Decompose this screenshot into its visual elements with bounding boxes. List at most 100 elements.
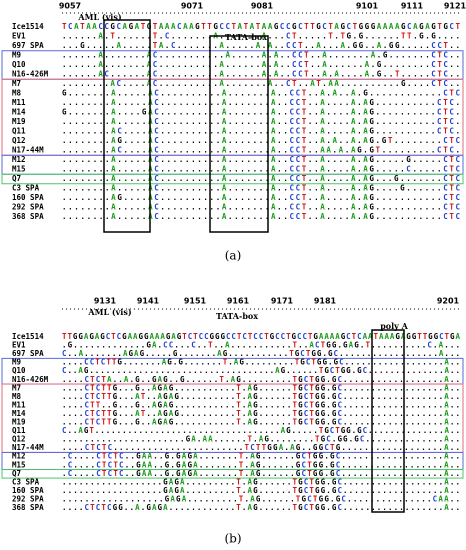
base-run: .................. bbox=[343, 477, 443, 486]
row-name: M19 bbox=[12, 418, 26, 427]
base-run: C bbox=[107, 503, 112, 512]
base-run: T bbox=[102, 443, 107, 452]
base-run: .. bbox=[68, 349, 78, 358]
base-run: ....... bbox=[199, 460, 238, 469]
base-run: CC bbox=[289, 108, 300, 117]
base-run: A bbox=[111, 146, 116, 155]
base-run: A bbox=[351, 136, 356, 145]
base-run: C bbox=[153, 70, 158, 79]
base-run: T bbox=[395, 70, 400, 79]
base-run: A bbox=[320, 193, 325, 202]
base-run: A bbox=[351, 184, 356, 193]
base-run: A bbox=[170, 494, 175, 503]
base-run: G bbox=[298, 383, 303, 392]
base-run: A bbox=[247, 383, 252, 392]
base-run: G bbox=[158, 383, 163, 392]
base-run: A bbox=[271, 203, 276, 212]
base-run: T bbox=[449, 174, 454, 183]
base-run: C bbox=[153, 51, 158, 60]
base-run: G...G.. bbox=[113, 383, 151, 392]
base-run: A bbox=[281, 426, 286, 435]
base-run: . bbox=[357, 203, 362, 212]
base-run: G bbox=[174, 486, 179, 495]
base-run: .. bbox=[450, 469, 460, 478]
base-run: C bbox=[443, 184, 448, 193]
base-run: AAA bbox=[159, 22, 176, 31]
base-run: ........ bbox=[394, 136, 442, 145]
base-run: G......... bbox=[239, 358, 293, 367]
base-run: .. bbox=[310, 51, 321, 60]
base-run: A bbox=[222, 165, 227, 174]
base-run: G bbox=[443, 22, 448, 31]
row-name: N16-426M bbox=[12, 375, 49, 384]
base-run: A bbox=[271, 184, 276, 193]
base-run: A bbox=[351, 212, 356, 221]
base-run: ....... bbox=[228, 193, 269, 202]
base-run: .... bbox=[62, 392, 83, 401]
base-run: . bbox=[455, 98, 460, 107]
base-run: T bbox=[437, 22, 442, 31]
base-run: C bbox=[96, 503, 101, 512]
base-run: TT bbox=[101, 409, 112, 418]
base-run: T bbox=[445, 332, 450, 341]
base-run: C bbox=[119, 469, 124, 478]
base-run: T bbox=[80, 22, 85, 31]
sequence: G....... A ....G A C.......... A....... A.. CC T… bbox=[62, 108, 460, 117]
base-run: C bbox=[307, 494, 312, 503]
base-run: C bbox=[336, 469, 341, 478]
base-run: . bbox=[244, 494, 249, 503]
sequence: ....CTCTTG...AT..AGAG..........T.AG.....… bbox=[62, 409, 460, 418]
base-run: . bbox=[244, 452, 249, 461]
base-run: A bbox=[79, 349, 84, 358]
base-run: ..... bbox=[412, 165, 441, 174]
base-run: C bbox=[101, 358, 106, 367]
base-run: A bbox=[111, 98, 116, 107]
position-label: 9201 bbox=[437, 297, 460, 306]
base-run: G bbox=[163, 392, 168, 401]
row-name: 697 SPA bbox=[12, 349, 44, 358]
position-label: 9131 bbox=[94, 297, 117, 306]
base-run: A bbox=[444, 358, 449, 367]
base-run: A bbox=[351, 203, 356, 212]
base-run: ....... bbox=[199, 469, 238, 478]
base-run: A bbox=[111, 136, 116, 145]
base-run: A bbox=[78, 426, 83, 435]
base-run: C bbox=[242, 332, 247, 341]
base-run: G. bbox=[354, 341, 364, 350]
base-run: G......... bbox=[236, 375, 291, 384]
base-run: . bbox=[326, 89, 331, 98]
base-run: A bbox=[363, 136, 368, 145]
base-run: A bbox=[444, 477, 449, 486]
motif-box bbox=[103, 19, 151, 233]
base-run: C bbox=[437, 117, 442, 126]
group-box bbox=[1, 469, 464, 479]
base-run: A bbox=[111, 89, 116, 98]
base-run: ......... bbox=[186, 477, 235, 486]
base-run: ...... bbox=[62, 32, 97, 41]
base-run: G...G....... bbox=[369, 174, 441, 183]
base-run: ...... bbox=[62, 70, 97, 79]
base-run: .. bbox=[450, 400, 460, 409]
base-run: A bbox=[180, 486, 185, 495]
base-run: . bbox=[455, 108, 460, 117]
row-name: Ice1514 bbox=[12, 332, 44, 341]
base-run: ......... bbox=[186, 486, 235, 495]
base-run: G...... bbox=[253, 503, 291, 512]
base-run: ....... bbox=[104, 51, 145, 60]
base-run: A bbox=[351, 155, 356, 164]
base-run: A bbox=[222, 98, 227, 107]
base-run: . bbox=[242, 418, 247, 427]
base-run: T bbox=[321, 341, 326, 350]
base-run: T bbox=[141, 392, 146, 401]
base-run: ..... bbox=[117, 174, 146, 183]
base-run: T bbox=[239, 469, 244, 478]
base-run: T bbox=[340, 32, 345, 41]
base-run: CC bbox=[253, 332, 263, 341]
base-run: C bbox=[286, 79, 291, 88]
base-run: .. bbox=[308, 193, 319, 202]
base-run: T bbox=[309, 383, 314, 392]
base-run: C bbox=[154, 203, 159, 212]
base-run: . bbox=[242, 486, 247, 495]
position-label: 9171 bbox=[271, 297, 294, 306]
base-run: .... bbox=[326, 212, 349, 221]
